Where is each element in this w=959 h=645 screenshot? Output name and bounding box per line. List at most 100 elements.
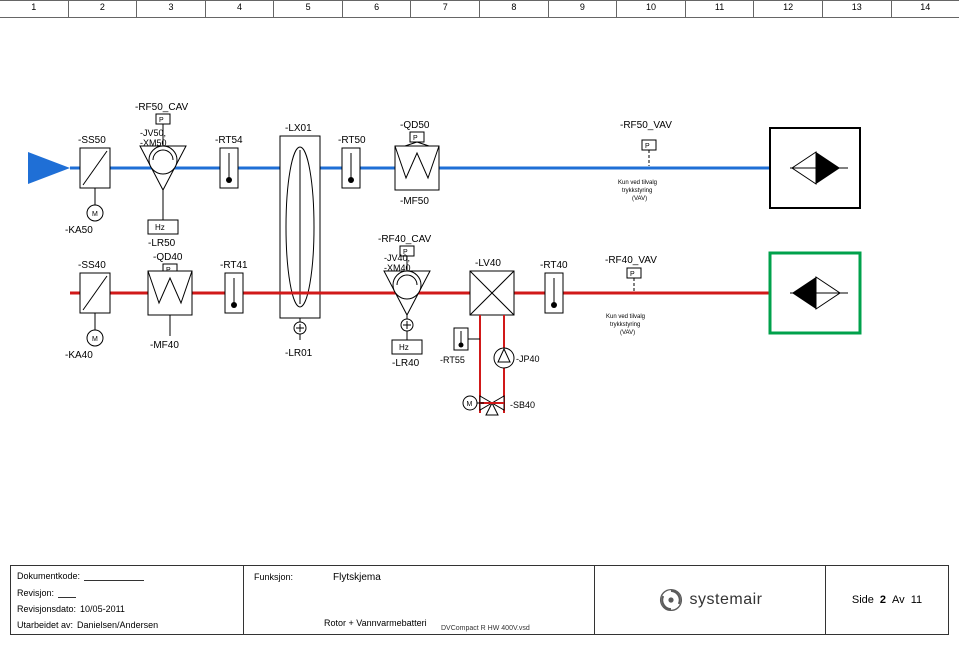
jp40-pump: -JP40 xyxy=(494,348,540,368)
rf50-vav-sensor: -RF50_VAV P Kun ved tilvalg trykkstyring… xyxy=(618,120,672,202)
rt40-sensor: -RT40 xyxy=(540,260,568,313)
svg-text:P: P xyxy=(630,271,635,278)
svg-text:-SS40: -SS40 xyxy=(78,260,106,271)
svg-text:-SB40: -SB40 xyxy=(510,400,535,410)
ruler-cell: 5 xyxy=(274,1,343,17)
svg-text:P: P xyxy=(413,135,418,142)
svg-text:M: M xyxy=(92,211,98,218)
ruler-cell: 10 xyxy=(617,1,686,17)
page-av-label: Av xyxy=(892,594,905,606)
title-logo: systemair xyxy=(595,566,825,634)
svg-text:-RT50: -RT50 xyxy=(338,135,366,146)
ruler-cell: 14 xyxy=(892,1,959,17)
doc-code-label: Dokumentkode: xyxy=(17,571,80,581)
ruler-cell: 6 xyxy=(343,1,412,17)
page-total: 11 xyxy=(911,594,922,606)
svg-text:P: P xyxy=(159,117,164,124)
systemair-logo-icon xyxy=(658,587,684,613)
diagram-svg: -SS50 M -KA50 -RF50_CAV P -JV50, -XM xyxy=(0,18,959,448)
supply-terminal xyxy=(770,128,860,208)
svg-text:-QD40: -QD40 xyxy=(153,252,183,263)
doc-code-blank xyxy=(84,570,144,581)
svg-text:trykkstyring: trykkstyring xyxy=(610,322,640,328)
drawing-page: 1 2 3 4 5 6 7 8 9 10 11 12 13 14 -SS50 xyxy=(0,0,959,645)
svg-text:Kun ved tilvalg: Kun ved tilvalg xyxy=(606,314,645,320)
rt54-sensor: -RT54 xyxy=(215,135,243,188)
column-ruler: 1 2 3 4 5 6 7 8 9 10 11 12 13 14 xyxy=(0,0,959,18)
svg-text:trykkstyring: trykkstyring xyxy=(622,188,652,194)
qd50-sensor: -QD50 P xyxy=(400,120,430,146)
svg-text:Hz: Hz xyxy=(155,223,165,232)
ruler-cell: 12 xyxy=(754,1,823,17)
revdate-label: Revisjonsdato: xyxy=(17,604,76,614)
file-name: DVCompact R HW 400V.vsd xyxy=(441,625,530,632)
page-side-label: Side xyxy=(852,594,874,606)
ruler-cell: 2 xyxy=(69,1,138,17)
svg-text:-RT55: -RT55 xyxy=(440,355,465,365)
svg-text:M: M xyxy=(92,336,98,343)
jv50-fan: -JV50, -XM50 Hz -LR50 xyxy=(140,128,186,249)
sb40-valve: M -SB40 xyxy=(463,396,535,415)
svg-text:-XM40: -XM40 xyxy=(384,263,411,273)
revision-blank xyxy=(58,587,76,598)
ruler-cell: 13 xyxy=(823,1,892,17)
function-label: Funksjon: xyxy=(254,572,293,587)
svg-text:-RT54: -RT54 xyxy=(215,135,243,146)
lr01-label: -LR01 xyxy=(285,318,313,359)
svg-text:-RF40_CAV: -RF40_CAV xyxy=(378,234,431,245)
svg-text:(VAV): (VAV) xyxy=(632,196,647,202)
ruler-cell: 1 xyxy=(0,1,69,17)
rt55-sensor: -RT55 xyxy=(440,328,480,365)
mf40-filter: -MF40 xyxy=(148,271,192,351)
svg-text:-KA50: -KA50 xyxy=(65,225,93,236)
author-value: Danielsen/Andersen xyxy=(77,620,158,630)
svg-text:-LR01: -LR01 xyxy=(285,348,313,359)
svg-text:-RF50_VAV: -RF50_VAV xyxy=(620,120,672,131)
rt41-sensor: -RT41 xyxy=(220,260,248,313)
svg-text:(VAV): (VAV) xyxy=(620,330,635,336)
title-function: Funksjon: Flytskjema Rotor + Vannvarmeba… xyxy=(244,566,595,634)
svg-text:-QD50: -QD50 xyxy=(400,120,430,131)
ss40-damper: -SS40 M -KA40 xyxy=(65,260,110,361)
svg-text:-MF40: -MF40 xyxy=(150,340,179,351)
svg-text:Hz: Hz xyxy=(399,343,409,352)
ruler-cell: 9 xyxy=(549,1,618,17)
svg-text:-JV50,: -JV50, xyxy=(140,128,166,138)
rf40-vav-sensor: -RF40_VAV P Kun ved tilvalg trykkstyring… xyxy=(605,255,657,336)
lx01-rotor: -LX01 xyxy=(280,123,320,318)
svg-text:-SS50: -SS50 xyxy=(78,135,106,146)
svg-text:Kun ved tilvalg: Kun ved tilvalg xyxy=(618,180,657,186)
svg-text:-KA40: -KA40 xyxy=(65,350,93,361)
ruler-cell: 11 xyxy=(686,1,755,17)
svg-text:-LR40: -LR40 xyxy=(392,358,420,369)
svg-text:-MF50: -MF50 xyxy=(400,196,429,207)
svg-text:-LV40: -LV40 xyxy=(475,258,501,269)
ss50-damper: -SS50 M -KA50 xyxy=(65,135,110,236)
exhaust-terminal xyxy=(770,253,860,333)
supply-arrow-icon xyxy=(28,152,70,184)
lv40-coil: -LV40 xyxy=(470,258,514,413)
revdate-value: 10/05-2011 xyxy=(80,604,125,614)
ruler-cell: 4 xyxy=(206,1,275,17)
function-value: Flytskjema xyxy=(333,572,381,583)
ruler-cell: 8 xyxy=(480,1,549,17)
title-block: Dokumentkode: Revisjon: Revisjonsdato: 10… xyxy=(10,565,949,635)
svg-text:-RF50_CAV: -RF50_CAV xyxy=(135,102,188,113)
svg-text:M: M xyxy=(467,401,473,408)
svg-text:-JP40: -JP40 xyxy=(516,354,540,364)
ruler-cell: 3 xyxy=(137,1,206,17)
svg-text:-JV40,: -JV40, xyxy=(384,253,410,263)
revision-label: Revisjon: xyxy=(17,588,54,598)
systemair-logo-text: systemair xyxy=(690,591,763,609)
page-number: 2 xyxy=(880,594,886,606)
svg-text:-RT40: -RT40 xyxy=(540,260,568,271)
svg-text:-RT41: -RT41 xyxy=(220,260,248,271)
mf50-filter: -MF50 xyxy=(395,146,439,207)
svg-text:P: P xyxy=(645,143,650,150)
title-meta: Dokumentkode: Revisjon: Revisjonsdato: 10… xyxy=(11,566,244,634)
svg-text:-XM50: -XM50 xyxy=(140,138,167,148)
title-page: Side 2 Av 11 xyxy=(825,566,948,634)
svg-text:-RF40_VAV: -RF40_VAV xyxy=(605,255,657,266)
svg-text:-LR50: -LR50 xyxy=(148,238,176,249)
rt50-sensor: -RT50 xyxy=(338,135,366,188)
